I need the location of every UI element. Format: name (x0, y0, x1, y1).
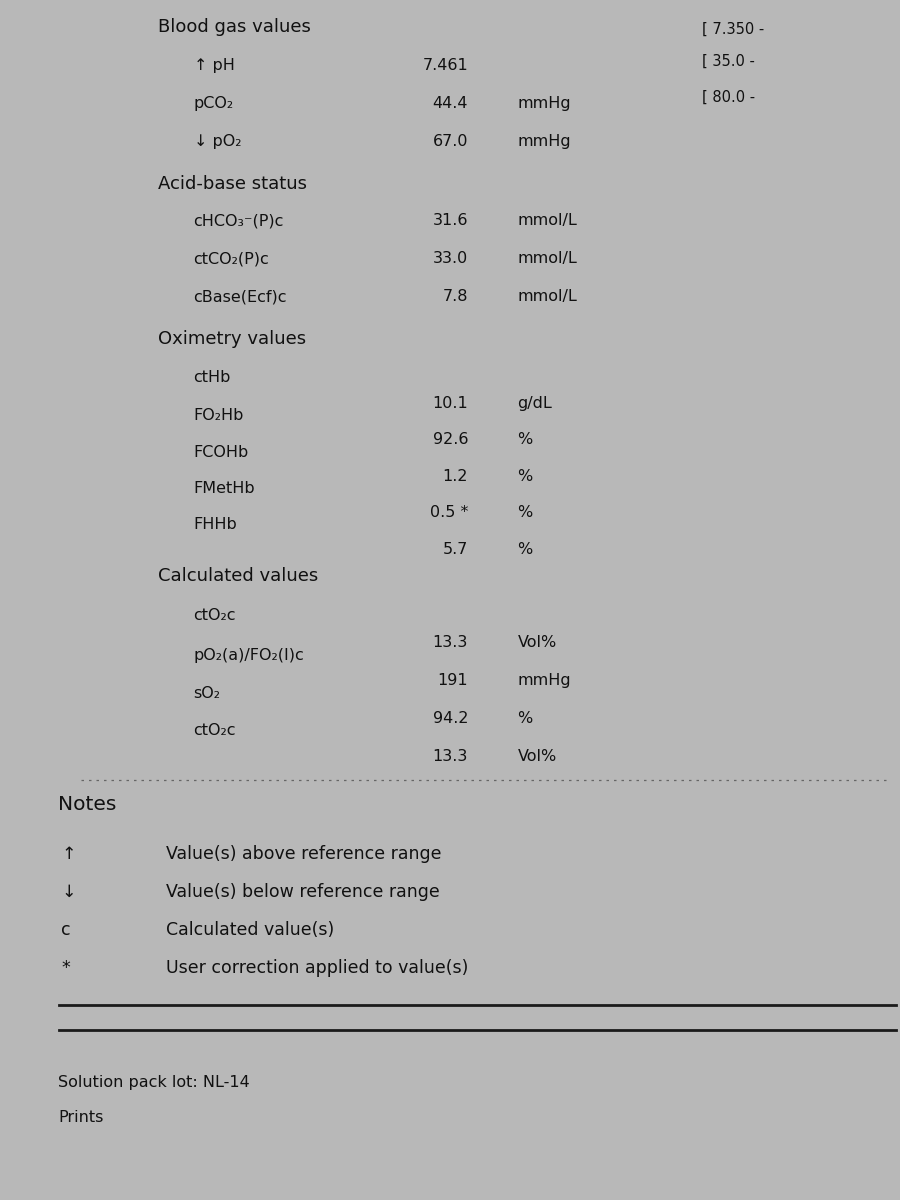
Text: mmHg: mmHg (518, 673, 572, 688)
Text: 5.7: 5.7 (443, 542, 468, 557)
Text: 33.0: 33.0 (433, 251, 468, 266)
Text: 10.1: 10.1 (432, 396, 468, 410)
Text: FO₂Hb: FO₂Hb (194, 408, 244, 424)
Text: %: % (518, 505, 533, 520)
Text: c: c (61, 922, 71, 938)
Text: 94.2: 94.2 (433, 710, 468, 726)
Text: mmHg: mmHg (518, 134, 572, 149)
Text: 67.0: 67.0 (433, 134, 468, 149)
Text: 7.8: 7.8 (443, 289, 468, 304)
Text: 1.2: 1.2 (443, 469, 468, 484)
Text: [ 7.350 -: [ 7.350 - (702, 22, 764, 37)
Text: pCO₂: pCO₂ (194, 96, 234, 110)
Text: cHCO₃⁻(P)c: cHCO₃⁻(P)c (194, 214, 284, 228)
Text: Acid-base status: Acid-base status (158, 175, 307, 193)
Text: 13.3: 13.3 (433, 635, 468, 650)
Text: mmol/L: mmol/L (518, 214, 577, 228)
Text: 13.3: 13.3 (433, 749, 468, 764)
Text: cBase(Ecf)c: cBase(Ecf)c (194, 289, 287, 304)
Text: Solution pack lot: NL-14: Solution pack lot: NL-14 (58, 1075, 250, 1090)
Text: Value(s) below reference range: Value(s) below reference range (166, 883, 440, 901)
Text: *: * (61, 959, 70, 977)
Text: 7.461: 7.461 (422, 58, 468, 73)
Text: 191: 191 (437, 673, 468, 688)
Text: mmol/L: mmol/L (518, 251, 577, 266)
Text: Value(s) above reference range: Value(s) above reference range (166, 845, 442, 863)
Text: ctO₂c: ctO₂c (194, 608, 236, 623)
Text: ctCO₂(P)c: ctCO₂(P)c (194, 251, 269, 266)
Text: [ 35.0 -: [ 35.0 - (702, 54, 755, 68)
Text: pO₂(a)/FO₂(I)c: pO₂(a)/FO₂(I)c (194, 648, 304, 662)
Text: %: % (518, 542, 533, 557)
Text: sO₂: sO₂ (194, 686, 220, 701)
Text: Blood gas values: Blood gas values (158, 18, 310, 36)
Text: 0.5 *: 0.5 * (429, 505, 468, 520)
Text: %: % (518, 710, 533, 726)
Text: ↑: ↑ (61, 845, 76, 863)
Text: %: % (518, 469, 533, 484)
Text: mmHg: mmHg (518, 96, 572, 110)
Text: Oximetry values: Oximetry values (158, 330, 306, 348)
Text: Vol%: Vol% (518, 749, 557, 764)
Text: 31.6: 31.6 (433, 214, 468, 228)
Text: mmol/L: mmol/L (518, 289, 577, 304)
Text: Calculated values: Calculated values (158, 566, 318, 584)
Text: g/dL: g/dL (518, 396, 553, 410)
Text: ctHb: ctHb (194, 370, 231, 385)
Text: Calculated value(s): Calculated value(s) (166, 922, 335, 938)
Text: Vol%: Vol% (518, 635, 557, 650)
Text: User correction applied to value(s): User correction applied to value(s) (166, 959, 469, 977)
Text: ↓ pO₂: ↓ pO₂ (194, 134, 241, 149)
Text: Prints: Prints (58, 1110, 104, 1126)
Text: FCOHb: FCOHb (194, 445, 248, 460)
Text: 92.6: 92.6 (433, 432, 468, 446)
Text: FHHb: FHHb (194, 517, 238, 532)
Text: ↑ pH: ↑ pH (194, 58, 234, 73)
Text: FMetHb: FMetHb (194, 481, 255, 496)
Text: [ 80.0 -: [ 80.0 - (702, 90, 755, 104)
Text: %: % (518, 432, 533, 446)
Text: Notes: Notes (58, 794, 117, 814)
Text: 44.4: 44.4 (433, 96, 468, 110)
Text: ctO₂c: ctO₂c (194, 722, 236, 738)
Text: ↓: ↓ (61, 883, 76, 901)
